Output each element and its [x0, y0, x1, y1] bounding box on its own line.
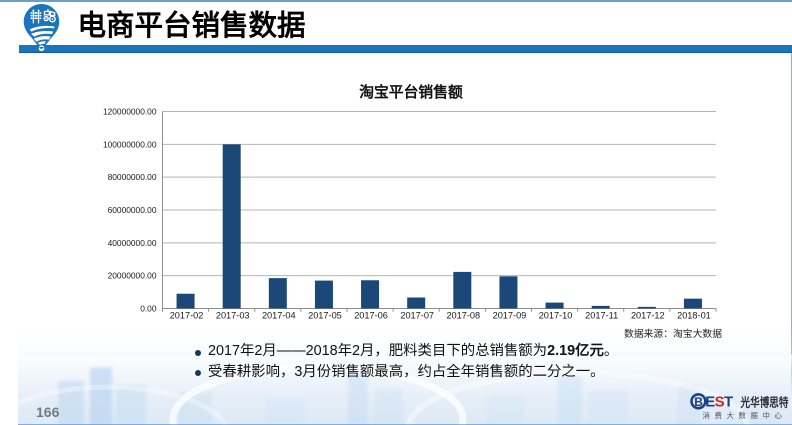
svg-text:2017-06: 2017-06: [354, 311, 388, 321]
svg-text:B: B: [694, 395, 703, 409]
svg-text:100000000.00: 100000000.00: [103, 139, 157, 149]
svg-text:80000000.00: 80000000.00: [108, 172, 157, 182]
svg-text:60000000.00: 60000000.00: [108, 205, 157, 215]
svg-text:0.00: 0.00: [140, 304, 157, 314]
svg-text:2017-08: 2017-08: [446, 311, 480, 321]
svg-text:40000000.00: 40000000.00: [108, 238, 157, 248]
svg-text:EST: EST: [705, 394, 733, 411]
svg-text:120000000.00: 120000000.00: [103, 107, 157, 117]
svg-text:2017-11: 2017-11: [585, 311, 618, 321]
svg-text:2017-09: 2017-09: [493, 311, 527, 321]
svg-text:2017-10: 2017-10: [539, 311, 573, 321]
svg-text:2017-07: 2017-07: [400, 311, 434, 321]
svg-text:2017-03: 2017-03: [216, 311, 250, 321]
svg-text:消费大数据中心: 消费大数据中心: [703, 411, 787, 420]
svg-text:20000000.00: 20000000.00: [108, 271, 157, 281]
svg-text:2018-01: 2018-01: [677, 311, 711, 321]
svg-text:光华博思特: 光华博思特: [740, 395, 789, 410]
svg-text:2017-05: 2017-05: [308, 311, 342, 321]
svg-text:2017-04: 2017-04: [262, 311, 296, 321]
svg-text:2017-02: 2017-02: [170, 311, 204, 321]
svg-text:2017-12: 2017-12: [631, 311, 665, 321]
